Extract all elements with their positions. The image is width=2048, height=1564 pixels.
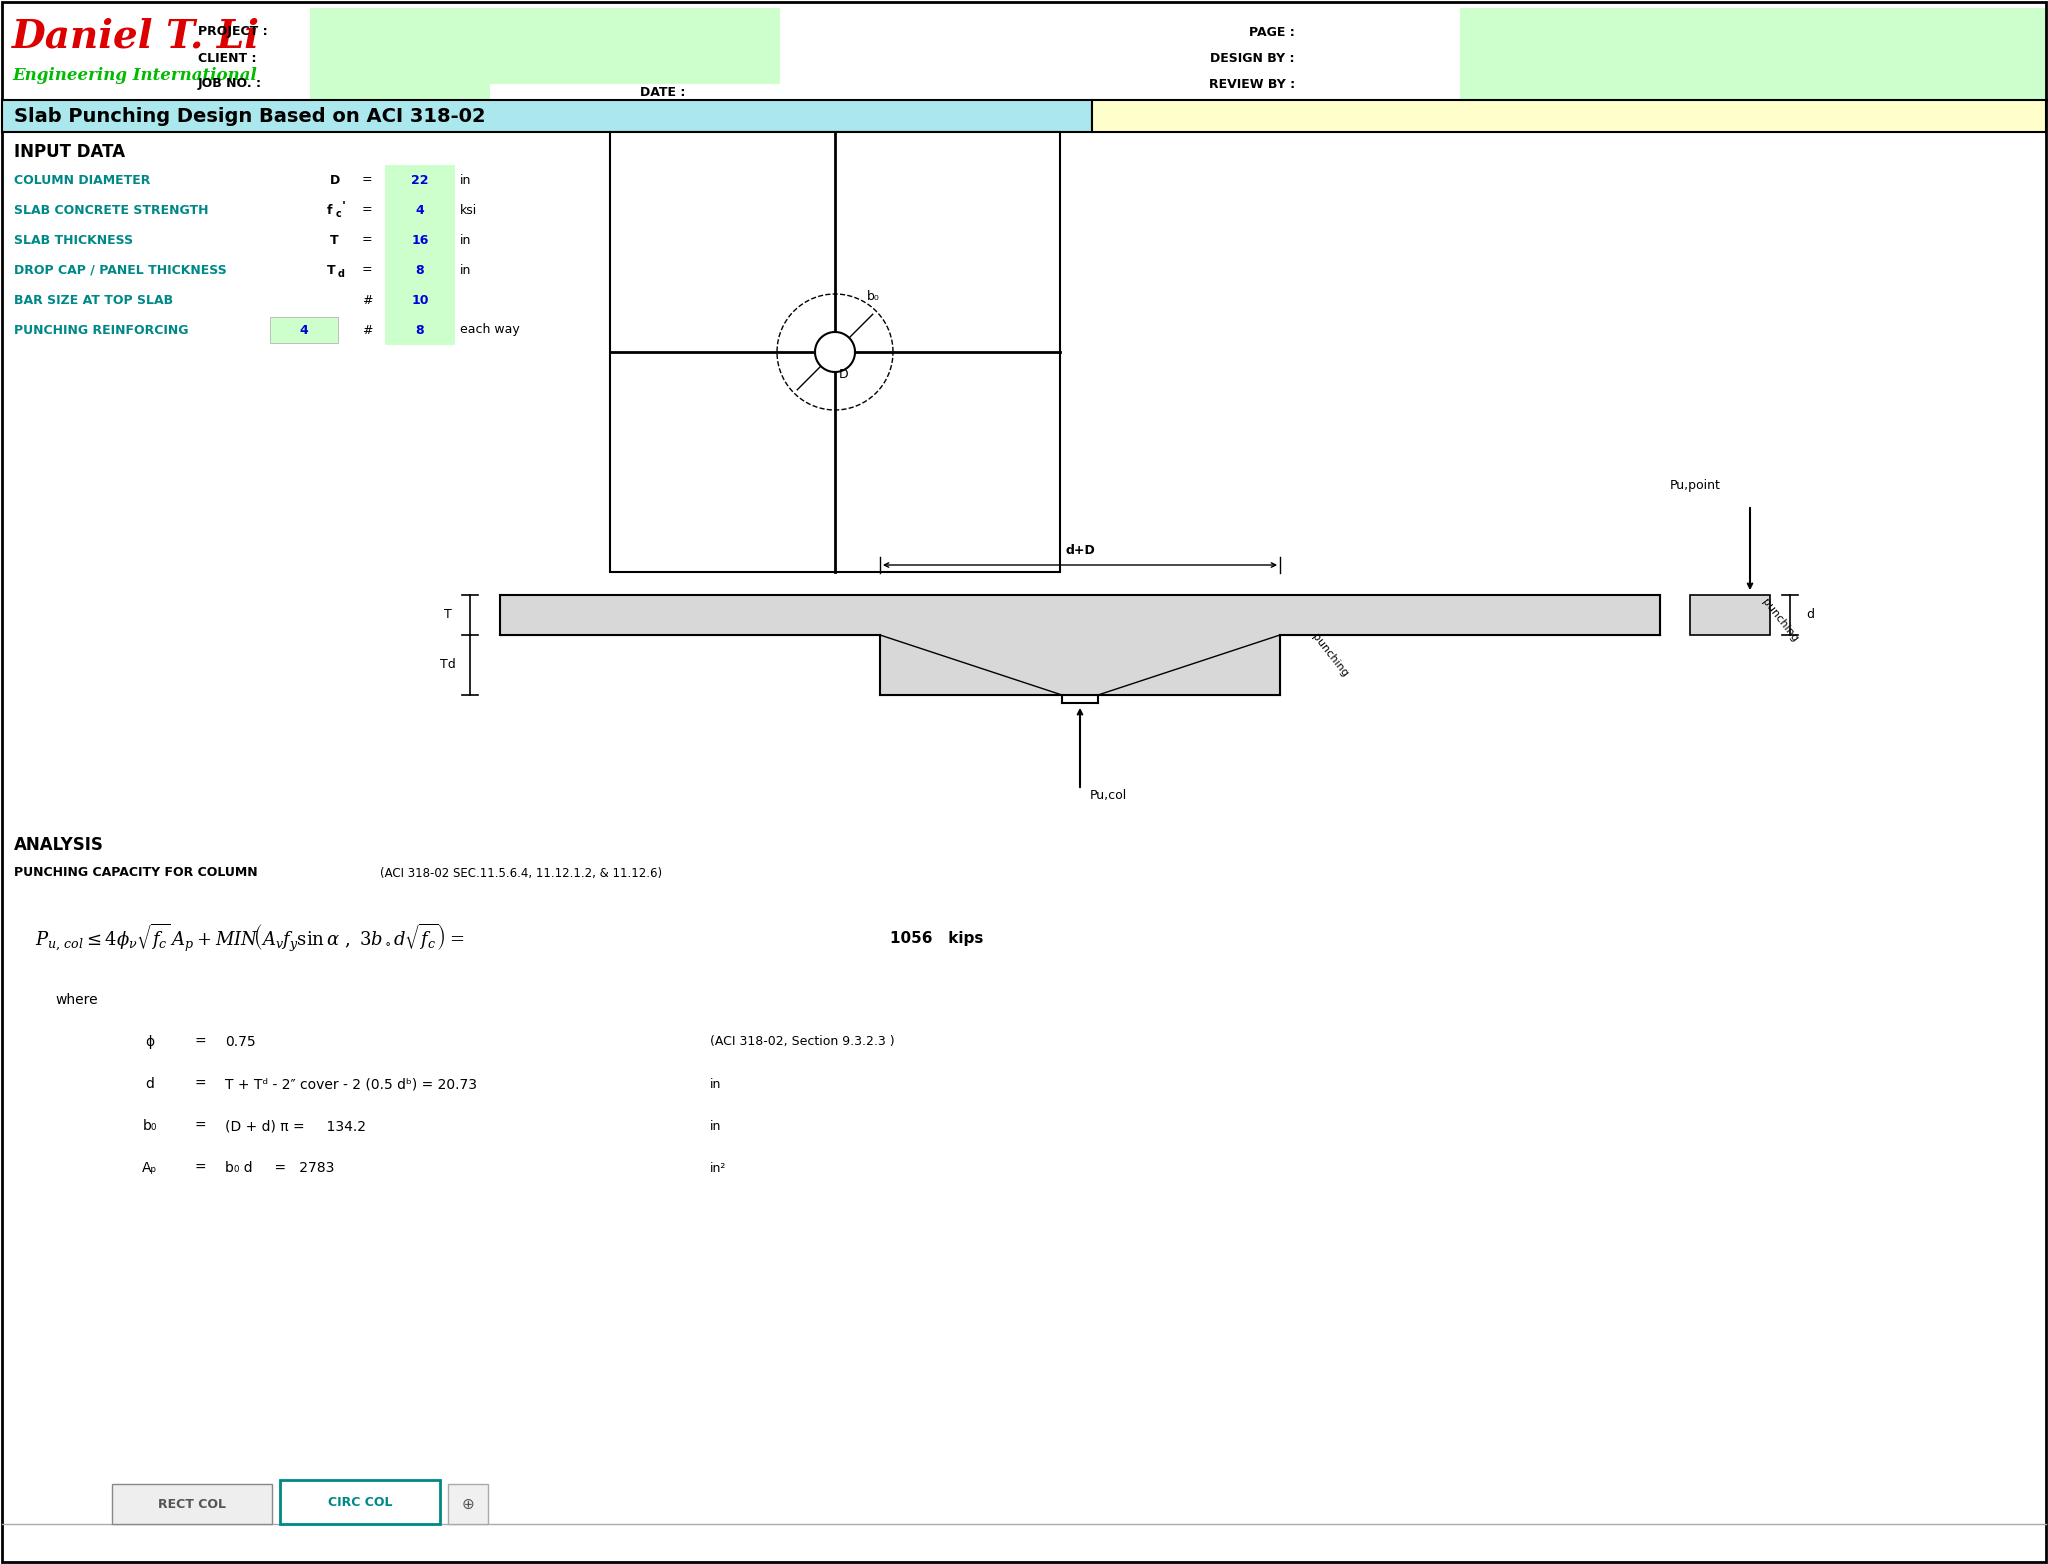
Text: Aₚ: Aₚ: [141, 1160, 158, 1175]
Text: (ACI 318-02 SEC.11.5.6.4, 11.12.1.2, & 11.12.6): (ACI 318-02 SEC.11.5.6.4, 11.12.1.2, & 1…: [381, 866, 662, 879]
Text: ϕ: ϕ: [145, 1035, 154, 1049]
Text: 10: 10: [412, 294, 428, 307]
Text: f: f: [328, 203, 332, 216]
Text: punching: punching: [1759, 596, 1800, 643]
Text: COLUMN DIAMETER: COLUMN DIAMETER: [14, 174, 150, 186]
Text: T: T: [330, 233, 338, 247]
Bar: [1460, 84, 2046, 114]
Text: ksi: ksi: [461, 203, 477, 216]
Text: DROP CAP / PANEL THICKNESS: DROP CAP / PANEL THICKNESS: [14, 263, 227, 277]
Text: ': ': [342, 200, 346, 213]
Text: each way: each way: [461, 324, 520, 336]
Text: 4: 4: [416, 203, 424, 216]
Text: BAR SIZE AT TOP SLAB: BAR SIZE AT TOP SLAB: [14, 294, 174, 307]
Text: #: #: [362, 324, 373, 336]
Text: where: where: [55, 993, 98, 1007]
Text: b₀: b₀: [143, 1118, 158, 1132]
Text: $P_{u,\,col} \leq 4\phi_\nu \sqrt{f_c}\,A_p + MIN\!\left(A_v f_y \sin\alpha\ ,\ : $P_{u,\,col} \leq 4\phi_\nu \sqrt{f_c}\,…: [35, 921, 465, 954]
Text: =: =: [362, 203, 373, 216]
Bar: [385, 164, 455, 346]
Text: in: in: [461, 263, 471, 277]
Text: =: =: [195, 1035, 207, 1049]
Text: RECT COL: RECT COL: [158, 1497, 225, 1511]
Text: d: d: [145, 1078, 154, 1092]
Bar: [270, 317, 338, 343]
Text: REVIEW BY :: REVIEW BY :: [1208, 78, 1294, 91]
Text: (D + d) π =     134.2: (D + d) π = 134.2: [225, 1118, 367, 1132]
Text: b₀: b₀: [866, 291, 881, 303]
Bar: [1690, 594, 1769, 635]
Text: D: D: [330, 174, 340, 186]
Text: CIRC COL: CIRC COL: [328, 1495, 393, 1509]
Text: PAGE :: PAGE :: [1249, 25, 1294, 39]
Text: c: c: [336, 210, 342, 219]
Bar: [1460, 8, 2046, 45]
Text: DATE :: DATE :: [639, 86, 686, 99]
Text: PROJECT :: PROJECT :: [199, 25, 268, 39]
Text: ⊕: ⊕: [461, 1497, 475, 1511]
Text: =: =: [362, 174, 373, 186]
Text: DESIGN BY :: DESIGN BY :: [1210, 52, 1294, 64]
Text: b₀ d     =   2783: b₀ d = 2783: [225, 1160, 334, 1175]
Text: d: d: [1806, 608, 1815, 621]
Text: in: in: [711, 1120, 721, 1132]
Text: in²: in²: [711, 1162, 727, 1175]
Text: =: =: [195, 1078, 207, 1092]
Text: Pu,point: Pu,point: [1669, 479, 1720, 491]
Text: (ACI 318-02, Section 9.3.2.3 ): (ACI 318-02, Section 9.3.2.3 ): [711, 1035, 895, 1048]
Text: punching: punching: [1311, 632, 1350, 679]
Text: SLAB THICKNESS: SLAB THICKNESS: [14, 233, 133, 247]
Bar: [309, 84, 489, 114]
Text: 1056   kips: 1056 kips: [891, 931, 983, 946]
Text: Pu,col: Pu,col: [1090, 788, 1126, 801]
Text: in: in: [461, 174, 471, 186]
Text: PUNCHING REINFORCING: PUNCHING REINFORCING: [14, 324, 188, 336]
Text: 8: 8: [416, 263, 424, 277]
Polygon shape: [815, 332, 854, 372]
Text: T: T: [328, 263, 336, 277]
Text: JOB NO. :: JOB NO. :: [199, 78, 262, 91]
Bar: [1460, 45, 2046, 84]
Text: d+D: d+D: [1065, 544, 1096, 557]
Text: T + Tᵈ - 2″ cover - 2 (0.5 dᵇ) = 20.73: T + Tᵈ - 2″ cover - 2 (0.5 dᵇ) = 20.73: [225, 1078, 477, 1092]
Bar: [281, 1480, 440, 1523]
Text: =: =: [195, 1118, 207, 1132]
Text: in: in: [461, 233, 471, 247]
Text: 8: 8: [416, 324, 424, 336]
Bar: [309, 45, 780, 84]
Text: CLIENT :: CLIENT :: [199, 52, 256, 64]
Bar: [610, 131, 1061, 572]
Text: ANALYSIS: ANALYSIS: [14, 837, 104, 854]
Text: Td: Td: [440, 658, 457, 671]
Text: 4: 4: [299, 324, 309, 336]
Text: SLAB CONCRETE STRENGTH: SLAB CONCRETE STRENGTH: [14, 203, 209, 216]
Text: 16: 16: [412, 233, 428, 247]
Bar: [1092, 100, 2046, 131]
Text: D: D: [840, 368, 848, 380]
Text: =: =: [195, 1160, 207, 1175]
Text: INPUT DATA: INPUT DATA: [14, 142, 125, 161]
Bar: [113, 1484, 272, 1523]
Text: =: =: [362, 263, 373, 277]
Text: T: T: [444, 608, 453, 621]
Text: Engineering International: Engineering International: [12, 67, 256, 84]
Text: Daniel T. Li: Daniel T. Li: [12, 17, 260, 55]
Bar: [449, 1484, 487, 1523]
Text: Slab Punching Design Based on ACI 318-02: Slab Punching Design Based on ACI 318-02: [14, 106, 485, 125]
Text: =: =: [362, 233, 373, 247]
Text: #: #: [362, 294, 373, 307]
Text: in: in: [711, 1078, 721, 1090]
Text: d: d: [338, 269, 344, 278]
Text: 22: 22: [412, 174, 428, 186]
Bar: [2, 100, 1092, 131]
Text: PUNCHING CAPACITY FOR COLUMN: PUNCHING CAPACITY FOR COLUMN: [14, 866, 258, 879]
Text: 0.75: 0.75: [225, 1035, 256, 1049]
Bar: [309, 8, 780, 45]
